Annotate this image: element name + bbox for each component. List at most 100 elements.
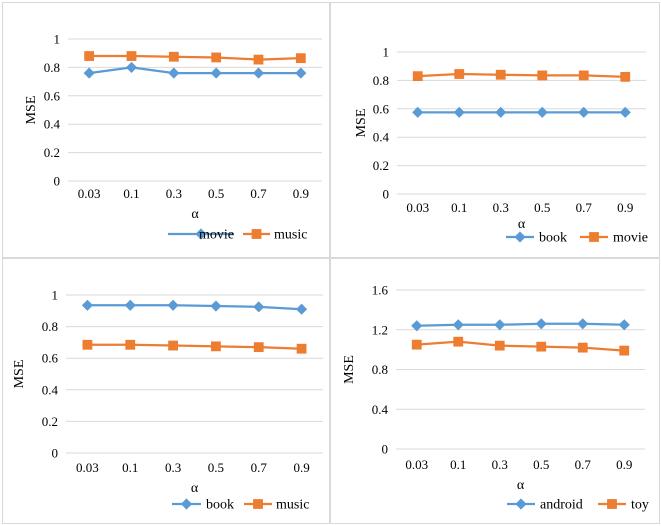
data-point-movie xyxy=(83,67,95,79)
x-tick-label: 0.03 xyxy=(406,200,429,215)
y-tick-label: 0.4 xyxy=(42,382,59,397)
series-line-movie xyxy=(89,66,301,75)
legend-label-music: music xyxy=(274,228,307,243)
y-tick-label: 1.6 xyxy=(372,283,389,298)
data-point-music xyxy=(211,341,221,352)
legend: book movie xyxy=(506,231,648,246)
x-tick-label: 0.9 xyxy=(616,457,632,472)
data-point-toy xyxy=(577,342,588,353)
x-tick-label: 0.7 xyxy=(575,457,592,472)
data-point-toy xyxy=(619,345,630,356)
x-tick-label: 0.1 xyxy=(123,186,139,201)
legend-marker-book xyxy=(180,498,193,510)
legend-label-movie: movie xyxy=(199,228,234,243)
data-point-music xyxy=(168,340,178,351)
data-point-movie xyxy=(252,67,265,79)
panel-border xyxy=(330,258,660,524)
x-tick-label: 0.9 xyxy=(617,200,633,215)
series-line-android xyxy=(416,322,625,327)
y-tick-label: 0.4 xyxy=(44,117,61,132)
legend: movie music xyxy=(168,228,307,243)
x-tick-label: 0.03 xyxy=(78,186,101,201)
x-tick-label: 0.5 xyxy=(208,460,224,475)
x-tick-label: 0.7 xyxy=(250,186,267,201)
data-point-movie xyxy=(620,71,631,82)
data-point-movie xyxy=(495,69,506,80)
y-tick-label: 0.6 xyxy=(373,101,390,116)
data-point-toy xyxy=(494,340,505,351)
x-axis-title: α xyxy=(191,481,199,496)
data-point-music xyxy=(125,339,136,350)
legend-marker-movie xyxy=(589,232,599,242)
data-point-movie xyxy=(125,61,138,73)
data-point-toy xyxy=(453,336,464,347)
legend-label-book: book xyxy=(539,231,567,246)
series-line-music xyxy=(89,54,301,61)
data-point-movie xyxy=(454,69,465,79)
data-point-book xyxy=(495,106,507,118)
y-axis-title: MSE xyxy=(342,355,357,384)
x-tick-label: 0.5 xyxy=(208,186,224,201)
chart-panel-1: 00.20.40.60.810.03 0.1 0.3 0.5 0.7 0.9MSEαmov… xyxy=(2,2,330,258)
data-point-book xyxy=(210,300,222,312)
legend-marker-book xyxy=(514,231,526,243)
data-point-music xyxy=(168,51,179,62)
chart-panel-4: 00.40.81.21.60.03 0.1 0.3 0.5 0.7 0.9MSEαandr… xyxy=(330,258,660,524)
data-point-android xyxy=(577,318,589,330)
x-axis-title: α xyxy=(517,478,525,493)
data-point-book xyxy=(124,299,136,311)
y-tick-label: 1 xyxy=(52,288,59,303)
x-tick-label: 0.3 xyxy=(165,460,181,475)
panel-border xyxy=(330,2,660,258)
data-point-toy xyxy=(536,341,547,352)
series-line-music xyxy=(87,343,302,350)
chart-panel-2: 0 0.2 0.4 0.6 0.8 1 0.03 0.1 0.3 0.5 0.7 0.9 MSE αboo… xyxy=(330,2,660,258)
x-tick-label: 0.7 xyxy=(576,200,593,215)
legend: android toy xyxy=(507,498,649,513)
y-tick-label: 0 xyxy=(383,187,390,202)
y-tick-label: 0.4 xyxy=(372,402,389,417)
legend-marker-movie xyxy=(195,228,207,240)
x-tick-label: 0.5 xyxy=(534,200,550,215)
y-tick-label: 0.8 xyxy=(42,319,58,334)
y-tick-label: 0.2 xyxy=(42,414,58,429)
y-tick-label: 0.2 xyxy=(44,145,60,160)
data-point-book xyxy=(578,106,590,118)
data-point-android xyxy=(452,319,464,331)
x-tick-label: 0.1 xyxy=(450,457,466,472)
y-tick-label: 0.4 xyxy=(373,130,390,145)
legend-marker-toy xyxy=(607,499,617,509)
data-point-book xyxy=(453,106,465,118)
y-axis-title: MSE xyxy=(354,109,369,138)
x-tick-label: 0.03 xyxy=(76,460,99,475)
data-point-android xyxy=(411,320,423,332)
data-point-music xyxy=(211,52,222,63)
data-point-music xyxy=(126,51,137,61)
series-line-book xyxy=(87,304,302,311)
data-point-book xyxy=(619,106,631,118)
x-tick-label: 0.3 xyxy=(493,200,509,215)
legend-label-book: book xyxy=(206,498,234,513)
y-tick-label: 0.8 xyxy=(373,73,389,88)
data-point-book xyxy=(296,303,308,315)
x-tick-label: 0.3 xyxy=(166,186,182,201)
data-point-movie xyxy=(295,67,307,79)
data-point-book xyxy=(167,299,179,311)
legend-marker-music xyxy=(251,229,262,239)
y-tick-label: 1.2 xyxy=(372,322,388,337)
y-tick-label: 0.6 xyxy=(42,351,59,366)
y-tick-label: 1 xyxy=(383,45,390,60)
panel-border xyxy=(2,258,330,524)
x-tick-label: 0.5 xyxy=(533,457,549,472)
x-tick-label: 0.7 xyxy=(251,460,268,475)
data-point-music xyxy=(253,342,264,353)
legend-marker-music xyxy=(253,499,263,509)
y-tick-label: 0 xyxy=(52,446,59,461)
series-line-movie xyxy=(417,72,626,78)
data-point-music xyxy=(296,343,307,354)
data-point-android xyxy=(535,318,547,330)
data-point-toy xyxy=(411,339,422,350)
y-tick-label: 0.8 xyxy=(44,60,60,75)
y-axis-title: MSE xyxy=(12,360,27,389)
